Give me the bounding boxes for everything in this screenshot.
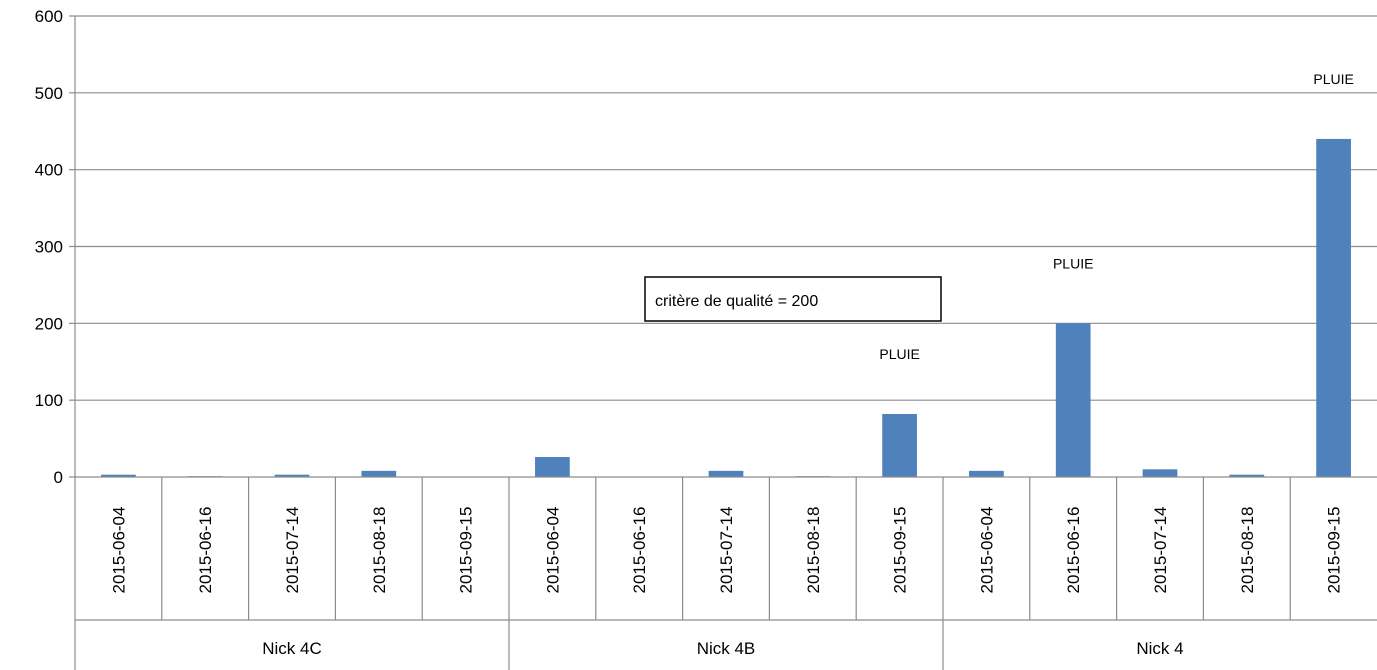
x-tick-label: 2015-08-18 xyxy=(370,507,389,594)
x-tick-label: 2015-09-15 xyxy=(1325,507,1344,594)
x-tick-label: 2015-06-16 xyxy=(196,507,215,594)
bar xyxy=(101,474,136,477)
y-tick-label: 500 xyxy=(35,84,63,103)
quality-criterion-label: critère de qualité = 200 xyxy=(655,293,818,310)
bar xyxy=(708,470,744,477)
bar xyxy=(361,470,397,477)
bar xyxy=(274,474,310,477)
x-tick-label: 2015-06-16 xyxy=(630,507,649,594)
bars xyxy=(101,138,1351,477)
x-tick-label: 2015-09-15 xyxy=(891,507,910,594)
axes xyxy=(69,15,1377,670)
x-tick-labels: 2015-06-04 2015-06-16 2015-07-14 2015-08-18… xyxy=(109,507,1343,594)
x-tick-label: 2015-06-04 xyxy=(977,507,996,594)
x-tick-label: 2015-07-14 xyxy=(283,507,302,594)
y-tick-label: 200 xyxy=(35,314,63,333)
group-label: Nick 4C xyxy=(262,639,322,658)
x-tick-label: 2015-06-04 xyxy=(109,507,128,594)
quality-criterion-box: critère de qualité = 200 xyxy=(644,276,942,322)
y-tick-label: 100 xyxy=(35,391,63,410)
bar xyxy=(969,470,1004,477)
bar xyxy=(1142,469,1178,477)
y-tick-label: 400 xyxy=(35,161,63,180)
x-tick-label: 2015-07-14 xyxy=(1151,507,1170,594)
group-label: Nick 4 xyxy=(1136,639,1183,658)
bar xyxy=(1055,323,1091,477)
bar xyxy=(882,413,917,477)
bar xyxy=(1316,138,1351,477)
x-tick-label: 2015-09-15 xyxy=(457,507,476,594)
x-tick-label: 2015-07-14 xyxy=(717,507,736,594)
x-tick-label: 2015-08-18 xyxy=(1238,507,1257,594)
y-tick-label: 600 xyxy=(35,7,63,26)
bar-label: PLUIE xyxy=(1053,255,1093,271)
x-tick-label: 2015-06-16 xyxy=(1064,507,1083,594)
group-labels: Nick 4C Nick 4B Nick 4 xyxy=(262,639,1183,658)
y-tick-labels: 0 100 200 300 400 500 600 xyxy=(35,7,63,487)
gridlines xyxy=(75,15,1377,401)
bar-label: PLUIE xyxy=(879,346,919,362)
x-tick-label: 2015-06-04 xyxy=(543,507,562,594)
bar xyxy=(535,457,570,477)
x-tick-label: 2015-08-18 xyxy=(804,507,823,594)
bar-annotations: PLUIE PLUIE PLUIE xyxy=(879,71,1353,362)
bar-label: PLUIE xyxy=(1313,71,1353,87)
y-tick-label: 300 xyxy=(35,238,63,257)
y-tick-label: 0 xyxy=(54,468,63,487)
group-label: Nick 4B xyxy=(697,639,756,658)
bar xyxy=(1229,474,1265,477)
